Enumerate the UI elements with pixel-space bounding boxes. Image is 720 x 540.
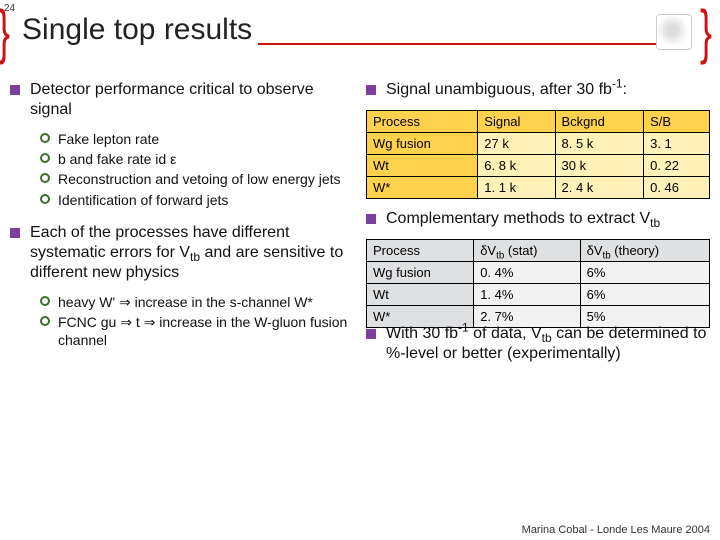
bullet-complementary: Complementary methods to extract Vtb [366,209,710,229]
sub-list-2: heavy W' ⇒ increase in the s-channel W* F… [40,293,354,350]
sub-bullet: Fake lepton rate [40,130,354,148]
sub-bullet: heavy W' ⇒ increase in the s-channel W* [40,293,354,311]
bullet-text: Complementary methods to extract Vtb [386,209,660,229]
circle-bullet-icon [40,316,50,326]
table-signal: ProcessSignalBckgndS/B Wg fusion27 k8. 5… [366,110,710,199]
sub-bullet: b and fake rate id ε [40,150,354,168]
sub-bullet-text: Reconstruction and vetoing of low energy… [58,170,341,188]
square-bullet-icon [366,214,376,224]
table-cell: 0. 4% [474,262,580,284]
bullet-text: With 30 fb-1 of data, Vtb can be determi… [386,324,710,364]
bullet-text: Detector performance critical to observe… [30,80,354,120]
bullet-processes: Each of the processes have different sys… [10,223,354,283]
bullet-detector: Detector performance critical to observe… [10,80,354,120]
table-header: Signal [478,111,555,133]
content-area: Detector performance critical to observe… [0,80,720,518]
table-cell: 6. 8 k [478,155,555,177]
table-cell: 6% [580,284,709,306]
table-header: Process [367,240,474,262]
bullet-text: Each of the processes have different sys… [30,223,354,283]
title-underline [258,43,656,45]
table-row: Wg fusion0. 4%6% [367,262,710,284]
table-vtb: ProcessδVtb (stat)δVtb (theory) Wg fusio… [366,239,710,328]
bullet-signal-unambiguous: Signal unambiguous, after 30 fb-1: [366,80,710,100]
table-header: S/B [644,111,710,133]
sub-bullet-text: Identification of forward jets [58,191,228,209]
table-cell: 8. 5 k [555,133,644,155]
table-header: δVtb (stat) [474,240,580,262]
table-cell: 0. 22 [644,155,710,177]
table-cell: 3. 1 [644,133,710,155]
square-bullet-icon [10,228,20,238]
table-cell: 27 k [478,133,555,155]
table-row: W*1. 1 k2. 4 k0. 46 [367,177,710,199]
table-header: Bckgnd [555,111,644,133]
left-column: Detector performance critical to observe… [0,80,360,518]
logo-icon [656,14,692,50]
brace-right-icon: } [700,14,712,50]
brace-left-icon: } [0,14,10,50]
footer-text: Marina Cobal - Londe Les Maure 2004 [522,524,710,536]
table-row: Wt1. 4%6% [367,284,710,306]
circle-bullet-icon [40,153,50,163]
bullet-conclusion: With 30 fb-1 of data, Vtb can be determi… [366,324,710,364]
square-bullet-icon [366,85,376,95]
table-cell: 1. 1 k [478,177,555,199]
table-cell: Wt [367,155,478,177]
sub-bullet-text: Fake lepton rate [58,130,159,148]
sub-bullet-text: heavy W' ⇒ increase in the s-channel W* [58,293,313,311]
table-cell: 30 k [555,155,644,177]
table-cell: Wg fusion [367,133,478,155]
sub-bullet: Reconstruction and vetoing of low energy… [40,170,354,188]
square-bullet-icon [10,85,20,95]
table-cell: 6% [580,262,709,284]
sub-bullet-text: b and fake rate id ε [58,150,176,168]
square-bullet-icon [366,329,376,339]
bullet-text: Signal unambiguous, after 30 fb-1: [386,80,627,100]
table-cell: Wg fusion [367,262,474,284]
table-header: Process [367,111,478,133]
table-header: δVtb (theory) [580,240,709,262]
table-cell: Wt [367,284,474,306]
circle-bullet-icon [40,194,50,204]
circle-bullet-icon [40,296,50,306]
right-column: Signal unambiguous, after 30 fb-1: Proce… [360,80,720,518]
sub-bullet-text: FCNC gu ⇒ t ⇒ increase in the W-gluon fu… [58,313,354,349]
table-row: Wg fusion27 k8. 5 k3. 1 [367,133,710,155]
table-cell: 1. 4% [474,284,580,306]
table-cell: W* [367,177,478,199]
slide-title: Single top results [14,13,258,47]
title-bar: } Single top results } [0,14,720,50]
sub-bullet: FCNC gu ⇒ t ⇒ increase in the W-gluon fu… [40,313,354,349]
sub-list-1: Fake lepton rate b and fake rate id ε Reco… [40,130,354,209]
table-cell: 0. 46 [644,177,710,199]
table-row: Wt6. 8 k30 k0. 22 [367,155,710,177]
sub-bullet: Identification of forward jets [40,191,354,209]
circle-bullet-icon [40,133,50,143]
circle-bullet-icon [40,173,50,183]
table-cell: 2. 4 k [555,177,644,199]
